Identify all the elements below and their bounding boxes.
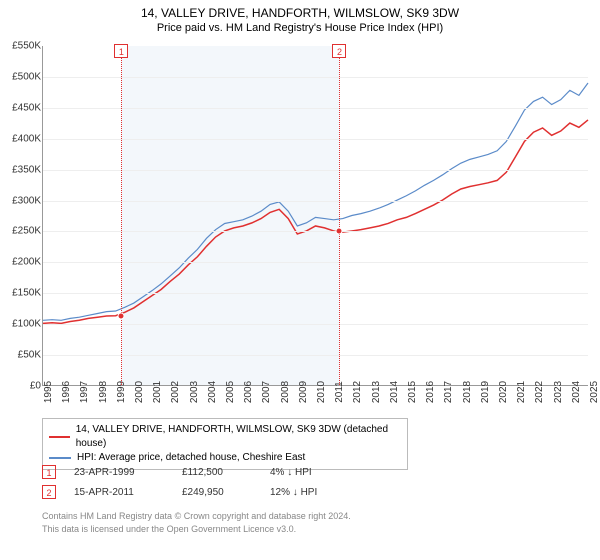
y-tick-label: £150K: [1, 288, 41, 299]
x-tick-label: 2014: [389, 381, 400, 403]
chart-title-sub: Price paid vs. HM Land Registry's House …: [0, 22, 600, 34]
y-tick-label: £50K: [1, 350, 41, 361]
footnote-line-2: This data is licensed under the Open Gov…: [42, 523, 351, 536]
legend-row-price-paid: 14, VALLEY DRIVE, HANDFORTH, WILMSLOW, S…: [49, 423, 401, 451]
legend-label-price-paid: 14, VALLEY DRIVE, HANDFORTH, WILMSLOW, S…: [76, 423, 401, 451]
sales-price-1: £112,500: [182, 467, 252, 478]
x-tick-label: 2010: [316, 381, 327, 403]
legend-swatch-hpi: [49, 457, 71, 459]
x-tick-label: 2017: [443, 381, 454, 403]
chart-area: £0£50K£100K£150K£200K£250K£300K£350K£400…: [42, 46, 588, 386]
y-tick-label: £300K: [1, 195, 41, 206]
sale-marker-line: [121, 46, 122, 385]
y-tick-label: £550K: [1, 41, 41, 52]
y-tick-label: £400K: [1, 133, 41, 144]
sales-diff-2: 12% ↓ HPI: [270, 487, 350, 498]
x-tick-label: 2009: [298, 381, 309, 403]
sale-marker-box: 1: [114, 44, 128, 58]
x-tick-label: 2008: [280, 381, 291, 403]
y-tick-label: £350K: [1, 164, 41, 175]
sale-marker-dot: [336, 228, 343, 235]
x-tick-label: 2025: [589, 381, 600, 403]
x-tick-label: 2020: [498, 381, 509, 403]
sales-table: 1 23-APR-1999 £112,500 4% ↓ HPI 2 15-APR…: [42, 462, 350, 502]
sale-marker-box: 2: [332, 44, 346, 58]
x-tick-label: 2016: [425, 381, 436, 403]
x-tick-label: 2022: [534, 381, 545, 403]
x-tick-label: 2007: [261, 381, 272, 403]
chart-title-address: 14, VALLEY DRIVE, HANDFORTH, WILMSLOW, S…: [0, 6, 600, 20]
x-tick-label: 2001: [152, 381, 163, 403]
x-tick-label: 2006: [243, 381, 254, 403]
sales-diff-1: 4% ↓ HPI: [270, 467, 350, 478]
chart-lines-svg: [43, 46, 588, 385]
sale-marker-line: [339, 46, 340, 385]
y-tick-label: £250K: [1, 226, 41, 237]
sales-date-1: 23-APR-1999: [74, 467, 164, 478]
x-tick-label: 2005: [225, 381, 236, 403]
sale-marker-dot: [118, 313, 125, 320]
sales-row-1: 1 23-APR-1999 £112,500 4% ↓ HPI: [42, 462, 350, 482]
series-line-hpi: [43, 83, 588, 320]
x-tick-label: 2003: [189, 381, 200, 403]
x-tick-label: 2021: [516, 381, 527, 403]
footnote: Contains HM Land Registry data © Crown c…: [42, 510, 351, 535]
x-tick-label: 1997: [79, 381, 90, 403]
x-tick-label: 2012: [352, 381, 363, 403]
sales-date-2: 15-APR-2011: [74, 487, 164, 498]
y-tick-label: £500K: [1, 71, 41, 82]
sales-marker-1: 1: [42, 465, 56, 479]
sales-marker-2: 2: [42, 485, 56, 499]
x-tick-label: 2002: [170, 381, 181, 403]
x-tick-label: 2013: [371, 381, 382, 403]
title-block: 14, VALLEY DRIVE, HANDFORTH, WILMSLOW, S…: [0, 0, 600, 36]
x-tick-label: 2023: [553, 381, 564, 403]
footnote-line-1: Contains HM Land Registry data © Crown c…: [42, 510, 351, 523]
x-tick-label: 1995: [43, 381, 54, 403]
y-tick-label: £200K: [1, 257, 41, 268]
sales-price-2: £249,950: [182, 487, 252, 498]
x-tick-label: 2000: [134, 381, 145, 403]
x-tick-label: 1996: [61, 381, 72, 403]
x-tick-label: 2024: [571, 381, 582, 403]
x-tick-label: 2019: [480, 381, 491, 403]
y-tick-label: £450K: [1, 102, 41, 113]
x-tick-label: 2015: [407, 381, 418, 403]
sales-row-2: 2 15-APR-2011 £249,950 12% ↓ HPI: [42, 482, 350, 502]
legend-swatch-price-paid: [49, 436, 70, 438]
x-tick-label: 1998: [98, 381, 109, 403]
x-tick-label: 2018: [462, 381, 473, 403]
x-tick-label: 2004: [207, 381, 218, 403]
y-tick-label: £0: [1, 381, 41, 392]
y-tick-label: £100K: [1, 319, 41, 330]
